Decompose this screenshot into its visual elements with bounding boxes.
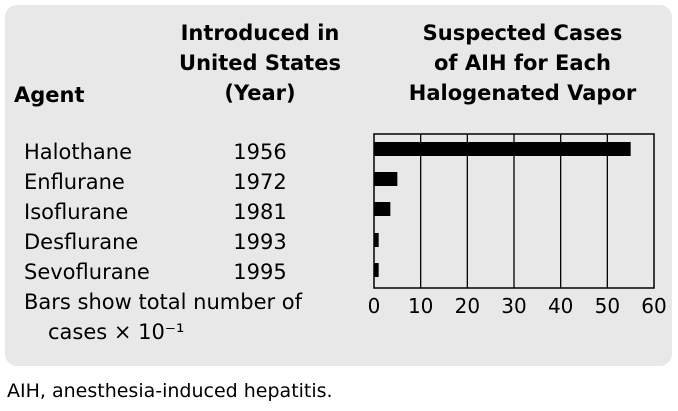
x-tick-label: 20: [455, 294, 480, 318]
bar-halothane: [374, 142, 631, 156]
caption: AIH, anesthesia-induced hepatitis.: [7, 380, 333, 402]
header-year-line: (Year): [224, 81, 296, 105]
year-introduced: 1956: [233, 140, 287, 164]
year-introduced: 1993: [233, 230, 287, 254]
header-year: Introduced in United States (Year): [165, 18, 355, 108]
x-tick-label: 40: [548, 294, 573, 318]
header-cases-line: Halogenated Vapor: [408, 81, 637, 105]
bar-sevoflurane: [374, 263, 379, 277]
year-introduced: 1972: [233, 170, 287, 194]
header-year-line: Introduced in: [180, 21, 340, 45]
header-year-line: United States: [179, 51, 341, 75]
header-cases: Suspected Cases of AIH for Each Halogena…: [400, 18, 645, 108]
bar-desflurane: [374, 233, 379, 247]
bar-enflurane: [374, 172, 398, 186]
year-introduced: 1995: [233, 260, 287, 284]
agent-name: Isoflurane: [24, 200, 129, 224]
header-cases-line: Suspected Cases: [422, 21, 623, 45]
x-tick-label: 0: [368, 294, 381, 318]
header-agent: Agent: [14, 83, 85, 107]
x-tick-label: 60: [641, 294, 666, 318]
header-cases-line: of AIH for Each: [434, 51, 611, 75]
x-tick-label: 50: [595, 294, 620, 318]
x-tick-label: 30: [501, 294, 526, 318]
agent-name: Enflurane: [24, 170, 125, 194]
x-tick-label: 10: [408, 294, 433, 318]
agent-name: Sevoflurane: [24, 260, 150, 284]
agent-name: Halothane: [24, 140, 132, 164]
agent-name: Desflurane: [24, 230, 139, 254]
year-introduced: 1981: [233, 200, 287, 224]
note-line-1: Bars show total number of: [24, 290, 303, 314]
note-line-2: cases × 10⁻¹: [48, 320, 185, 344]
bar-isoflurane: [374, 202, 391, 216]
